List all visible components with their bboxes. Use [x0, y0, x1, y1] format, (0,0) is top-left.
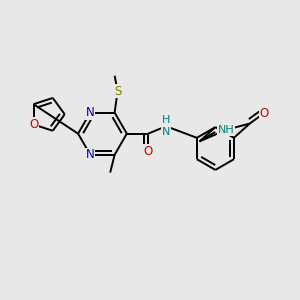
- Text: O: O: [144, 145, 153, 158]
- Text: S: S: [114, 85, 121, 98]
- Text: O: O: [29, 118, 38, 131]
- Text: H
N: H N: [162, 116, 170, 137]
- Text: NH: NH: [218, 125, 235, 135]
- Text: N: N: [86, 148, 94, 161]
- Text: N: N: [86, 106, 94, 119]
- Text: O: O: [260, 106, 269, 119]
